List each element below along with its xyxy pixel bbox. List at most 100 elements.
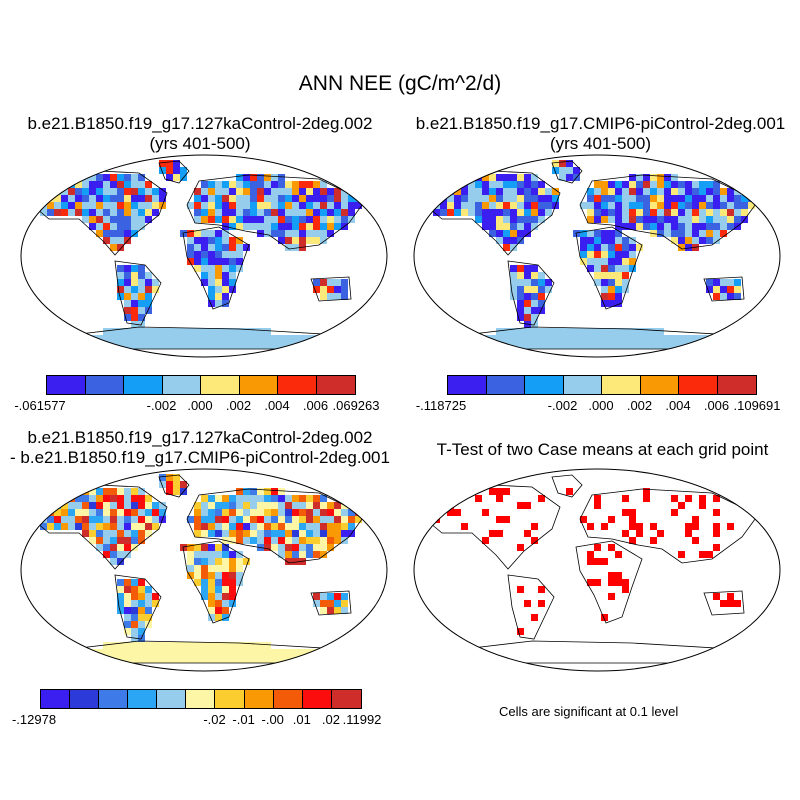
grid-cell — [138, 509, 145, 516]
grid-cell — [285, 551, 292, 558]
significant-cell — [594, 649, 601, 656]
grid-cell — [706, 188, 713, 195]
grid-cell — [208, 230, 215, 237]
grid-cell — [194, 202, 201, 209]
grid-cell — [643, 328, 650, 335]
grid-cell — [124, 586, 131, 593]
significant-cell — [622, 530, 629, 537]
grid-cell — [145, 509, 152, 516]
grid-cell — [75, 195, 82, 202]
significant-cell — [664, 656, 671, 663]
significant-cell — [552, 656, 559, 663]
grid-cell — [201, 328, 208, 335]
grid-cell — [278, 649, 285, 656]
significant-cell — [643, 656, 650, 663]
grid-cell — [327, 188, 334, 195]
grid-cell — [215, 342, 222, 349]
grid-cell — [608, 286, 615, 293]
grid-cell — [250, 174, 257, 181]
grid-cell — [629, 258, 636, 265]
grid-cell — [110, 530, 117, 537]
grid-cell — [327, 544, 334, 551]
grid-cell — [538, 335, 545, 342]
grid-cell — [447, 202, 454, 209]
grid-cell — [629, 328, 636, 335]
grid-cell — [194, 572, 201, 579]
grid-cell — [552, 160, 559, 167]
grid-cell — [285, 537, 292, 544]
grid-cell — [124, 181, 131, 188]
grid-cell — [194, 188, 201, 195]
grid-cell — [117, 216, 124, 223]
grid-cell — [327, 537, 334, 544]
coastline — [186, 488, 366, 564]
grid-cell — [587, 209, 594, 216]
grid-cell — [110, 244, 117, 251]
colorbar-tick-label: .006 — [302, 398, 329, 413]
grid-cell — [285, 230, 292, 237]
significant-cell — [692, 537, 699, 544]
grid-cell — [222, 614, 229, 621]
grid-cell — [194, 209, 201, 216]
grid-cell — [601, 188, 608, 195]
grid-cell — [531, 202, 538, 209]
grid-cell — [96, 174, 103, 181]
grid-cell — [327, 202, 334, 209]
grid-cell — [285, 237, 292, 244]
grid-cell — [531, 209, 538, 216]
grid-cell — [524, 286, 531, 293]
grid-cell — [96, 188, 103, 195]
significant-cell — [685, 523, 692, 530]
grid-cell — [117, 509, 124, 516]
grid-cell — [215, 202, 222, 209]
grid-cell — [285, 335, 292, 342]
colorbar-swatch — [239, 376, 278, 394]
grid-cell — [594, 265, 601, 272]
significant-cell — [580, 649, 587, 656]
grid-cell — [299, 209, 306, 216]
grid-cell — [271, 202, 278, 209]
grid-cell — [138, 495, 145, 502]
grid-cell — [748, 202, 755, 209]
grid-cell — [96, 544, 103, 551]
grid-cell — [580, 342, 587, 349]
grid-cell — [524, 216, 531, 223]
colorbar-swatch — [563, 376, 602, 394]
grid-cell — [615, 181, 622, 188]
grid-cell — [117, 223, 124, 230]
grid-cell — [636, 181, 643, 188]
grid-cell — [250, 202, 257, 209]
grid-cell — [145, 600, 152, 607]
significant-cell — [482, 509, 489, 516]
colorbar-swatch — [215, 690, 245, 708]
significant-cell — [727, 593, 734, 600]
grid-cell — [706, 230, 713, 237]
grid-cell — [180, 328, 187, 335]
grid-cell — [503, 188, 510, 195]
significant-cell — [713, 523, 720, 530]
grid-cell — [54, 516, 61, 523]
grid-cell — [327, 216, 334, 223]
grid-cell — [531, 328, 538, 335]
coastline — [186, 174, 366, 250]
grid-cell — [615, 202, 622, 209]
grid-cell — [152, 593, 159, 600]
significant-cell — [538, 495, 545, 502]
grid-cell — [173, 342, 180, 349]
grid-cell — [187, 244, 194, 251]
grid-cell — [587, 195, 594, 202]
grid-cell — [236, 174, 243, 181]
grid-cell — [622, 237, 629, 244]
grid-cell — [608, 293, 615, 300]
grid-cell — [678, 195, 685, 202]
significant-cell — [622, 579, 629, 586]
grid-cell — [341, 216, 348, 223]
grid-cell — [313, 502, 320, 509]
grid-cell — [257, 537, 264, 544]
grid-cell — [124, 516, 131, 523]
grid-cell — [278, 544, 285, 551]
grid-cell — [159, 474, 166, 481]
grid-cell — [503, 216, 510, 223]
significant-cell — [713, 495, 720, 502]
grid-cell — [699, 188, 706, 195]
